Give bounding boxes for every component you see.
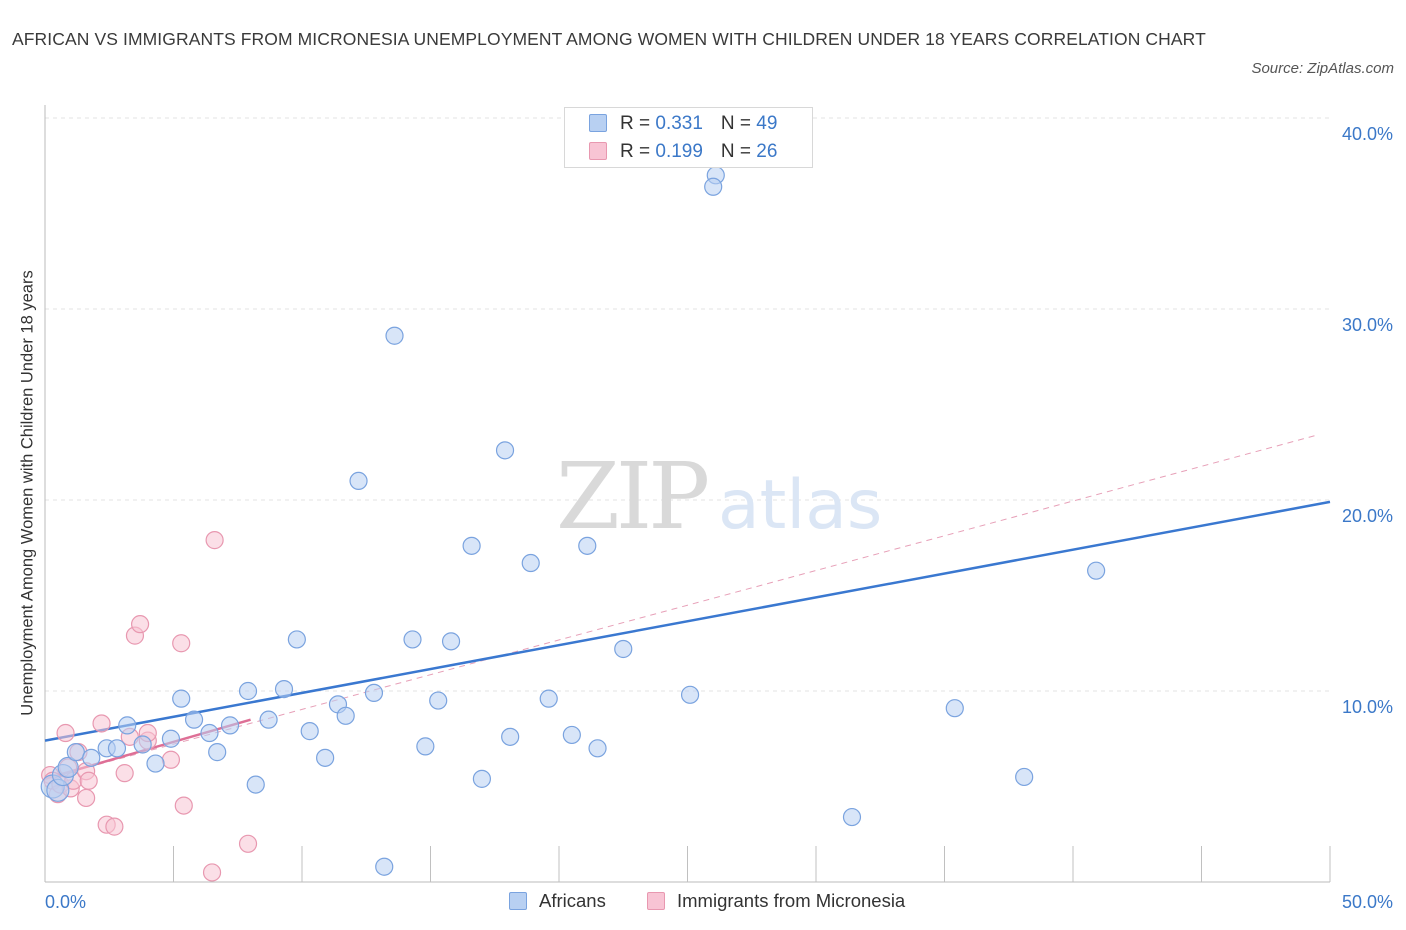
source-label: Source: ZipAtlas.com	[1251, 60, 1394, 77]
africans-point	[274, 679, 294, 699]
micronesia-point	[115, 764, 134, 783]
africans-point	[614, 639, 633, 659]
r-label: R =	[620, 141, 656, 162]
africans-point	[161, 729, 181, 748]
micronesia-point	[79, 771, 98, 790]
africans-point	[501, 727, 520, 746]
africans-point	[472, 769, 491, 788]
africans-point	[842, 807, 862, 827]
africans-point	[416, 737, 435, 756]
africans-point	[704, 177, 723, 196]
africans-point	[680, 685, 700, 704]
africans-point	[220, 716, 240, 735]
legend-row-micronesia: R = 0.199 N = 26	[589, 140, 777, 164]
legend-swatch-blue	[509, 892, 527, 910]
micronesia-point	[202, 863, 222, 882]
x-tick-label-max: 50.0%	[1342, 892, 1393, 912]
chart-title: AFRICAN VS IMMIGRANTS FROM MICRONESIA UN…	[12, 29, 1206, 49]
micronesia-point	[92, 714, 111, 733]
africans-point	[133, 735, 152, 754]
africans-point	[375, 857, 394, 876]
africans-point	[562, 725, 581, 745]
africans-point	[364, 683, 384, 703]
legend-item-micronesia[interactable]: Immigrants from Micronesia	[647, 889, 905, 913]
africans-point	[246, 775, 265, 794]
watermark: ZIP atlas	[556, 443, 882, 550]
micronesia-point	[161, 750, 181, 769]
africans-point	[146, 754, 165, 773]
africans-point	[200, 723, 219, 743]
africans-point	[521, 553, 540, 573]
n-label: N =	[720, 141, 757, 162]
micronesia-point	[205, 531, 224, 550]
y-axis-label: Unemployment Among Women with Children U…	[18, 270, 37, 716]
micronesia-point	[130, 615, 150, 634]
y-tick-label: 40.0%	[1342, 124, 1393, 144]
africans-point	[1015, 767, 1034, 787]
r-label: R =	[620, 113, 656, 134]
legend-swatch-pink	[589, 142, 607, 160]
micronesia-point	[174, 796, 193, 815]
micronesia-point	[238, 834, 258, 853]
africans-point	[118, 716, 137, 735]
watermark-zip: ZIP	[556, 443, 707, 550]
n-value: 49	[756, 113, 778, 134]
legend-swatch-blue	[589, 114, 607, 132]
africans-point	[578, 536, 597, 555]
africans-point	[184, 710, 204, 729]
data-points	[40, 166, 1106, 882]
n-value: 26	[756, 141, 778, 162]
africans-point	[945, 699, 964, 718]
micronesia-point	[105, 817, 124, 836]
africans-point	[238, 681, 258, 701]
y-tick-label: 20.0%	[1342, 506, 1393, 526]
africans-point	[385, 326, 404, 345]
x-tick-label-min: 0.0%	[45, 892, 86, 912]
africans-point	[107, 739, 127, 758]
africans-point	[82, 748, 101, 767]
africans-point	[588, 739, 607, 758]
africans-point	[441, 632, 461, 651]
y-tick-label: 30.0%	[1342, 315, 1393, 335]
watermark-atlas: atlas	[718, 466, 882, 545]
africans-trend-line	[44, 500, 1331, 742]
africans-point	[336, 706, 355, 725]
africans-point	[316, 748, 335, 767]
correlation-legend: R = 0.331 N = 49 R = 0.199 N = 26	[564, 107, 813, 168]
legend-row-africans: R = 0.331 N = 49	[589, 112, 777, 136]
africans-point	[66, 743, 85, 762]
r-value: 0.199	[655, 141, 703, 162]
africans-point	[539, 689, 558, 708]
africans-point	[429, 691, 448, 710]
axes	[44, 105, 1331, 883]
africans-point	[403, 630, 422, 649]
legend-label: Africans	[539, 890, 606, 911]
africans-point	[287, 630, 306, 649]
africans-point	[57, 756, 79, 779]
micronesia-point	[172, 634, 191, 653]
africans-point	[349, 471, 368, 490]
n-label: N =	[720, 113, 757, 134]
y-tick-label: 10.0%	[1342, 697, 1393, 717]
africans-point	[462, 536, 481, 555]
micronesia-point	[77, 788, 96, 808]
africans-point	[495, 441, 515, 460]
africans-point	[172, 689, 191, 708]
legend-label: Immigrants from Micronesia	[677, 890, 906, 911]
tick-labels: 10.0% 20.0% 30.0% 40.0% 0.0% 50.0%	[45, 124, 1393, 912]
africans-point	[259, 710, 278, 729]
africans-point	[208, 743, 227, 762]
r-value: 0.331	[655, 113, 703, 134]
legend-item-africans[interactable]: Africans	[509, 889, 606, 913]
legend-swatch-pink	[647, 892, 665, 910]
africans-point	[300, 722, 319, 741]
micronesia-point	[56, 723, 75, 743]
africans-point	[1087, 561, 1106, 580]
